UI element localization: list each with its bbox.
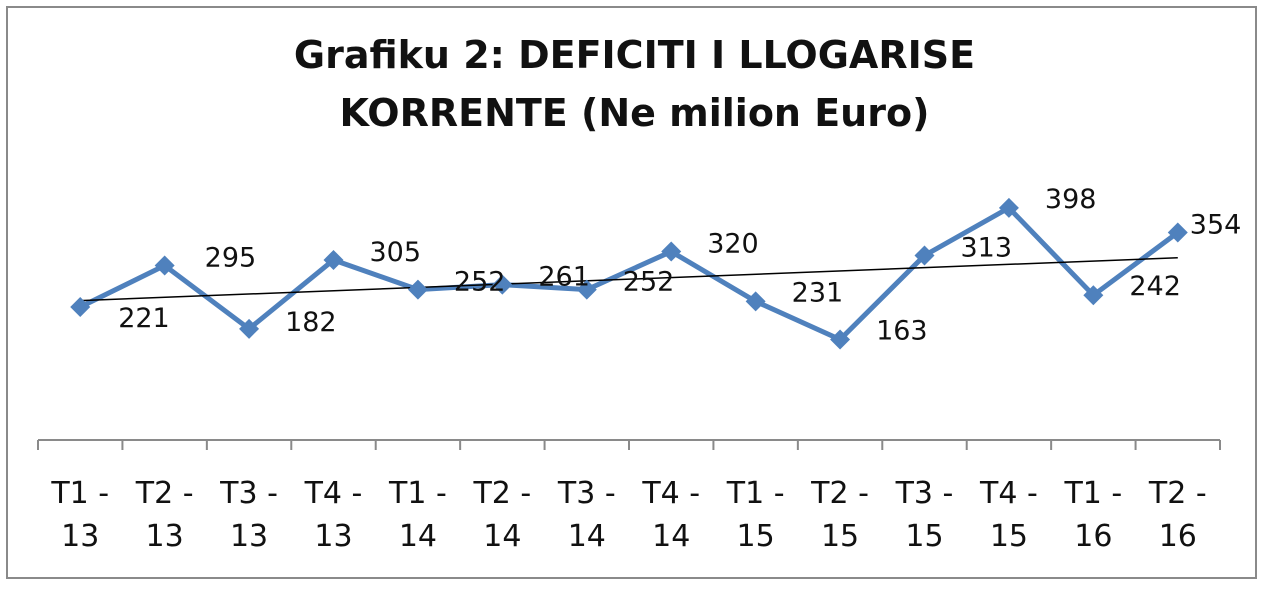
data-label: 320 — [707, 229, 759, 260]
data-label: 252 — [623, 267, 675, 298]
chart-frame — [6, 6, 1257, 579]
x-tick-label: 13 — [146, 519, 184, 554]
x-tick-label: 16 — [1159, 519, 1197, 554]
chart-title: Grafiku 2: DEFICITI I LLOGARISE KORRENTE… — [0, 26, 1269, 142]
data-point-marker — [745, 291, 766, 312]
data-point-marker — [407, 279, 428, 300]
x-tick-label: 14 — [483, 519, 521, 554]
data-label: 252 — [454, 267, 506, 298]
x-tick-label: 14 — [568, 519, 606, 554]
data-label: 231 — [792, 277, 844, 308]
data-label: 354 — [1190, 210, 1242, 241]
x-tick-label: T3 - — [557, 476, 616, 511]
x-tick-label: T1 - — [388, 476, 447, 511]
x-tick-label: 15 — [990, 519, 1028, 554]
x-tick-label: T2 - — [135, 476, 194, 511]
x-tick-label: T1 - — [50, 476, 109, 511]
data-point-marker — [70, 297, 91, 317]
data-label: 313 — [961, 232, 1013, 263]
data-point-marker — [661, 241, 682, 262]
data-label: 305 — [370, 237, 422, 268]
data-point-marker — [154, 255, 175, 276]
x-tick-label: T2 - — [810, 476, 869, 511]
x-tick-label: 14 — [399, 519, 437, 554]
data-point-marker — [576, 279, 597, 300]
chart-title-line-1: Grafiku 2: DEFICITI I LLOGARISE — [293, 33, 976, 77]
x-tick-label: T4 - — [979, 476, 1038, 511]
x-tick-label: 15 — [821, 519, 859, 554]
data-point-marker — [830, 329, 851, 350]
data-point-marker — [914, 245, 935, 266]
data-label: 295 — [205, 243, 257, 274]
x-tick-label: T2 - — [472, 476, 531, 511]
data-label: 182 — [285, 307, 337, 338]
data-point-marker — [1167, 222, 1188, 243]
x-tick-label: 14 — [652, 519, 690, 554]
data-label: 221 — [118, 303, 170, 334]
x-tick-label: T4 - — [641, 476, 700, 511]
trendline — [80, 257, 1178, 302]
data-point-marker — [239, 318, 260, 339]
data-label: 242 — [1129, 271, 1181, 302]
data-point-marker — [998, 197, 1019, 218]
x-tick-label: T3 - — [895, 476, 954, 511]
chart-title-line-2: KORRENTE (Ne milion Euro) — [339, 91, 930, 135]
x-tick-label: T1 - — [726, 476, 785, 511]
data-point-marker — [492, 274, 513, 295]
x-tick-label: 15 — [905, 519, 943, 554]
series-line — [79, 204, 1180, 343]
data-label: 163 — [876, 315, 928, 346]
x-tick-label: 13 — [61, 519, 99, 554]
x-tick-label: T2 - — [1148, 476, 1207, 511]
data-point-marker — [1083, 285, 1104, 306]
data-label: 398 — [1045, 184, 1097, 215]
x-tick-label: 13 — [230, 519, 268, 554]
data-point-marker — [323, 249, 344, 270]
x-tick-label: 15 — [737, 519, 775, 554]
x-tick-label: 13 — [314, 519, 352, 554]
x-tick-label: 16 — [1074, 519, 1112, 554]
data-label: 261 — [538, 262, 590, 293]
x-tick-label: T4 - — [304, 476, 363, 511]
x-tick-label: T1 - — [1063, 476, 1122, 511]
x-tick-label: T3 - — [219, 476, 278, 511]
